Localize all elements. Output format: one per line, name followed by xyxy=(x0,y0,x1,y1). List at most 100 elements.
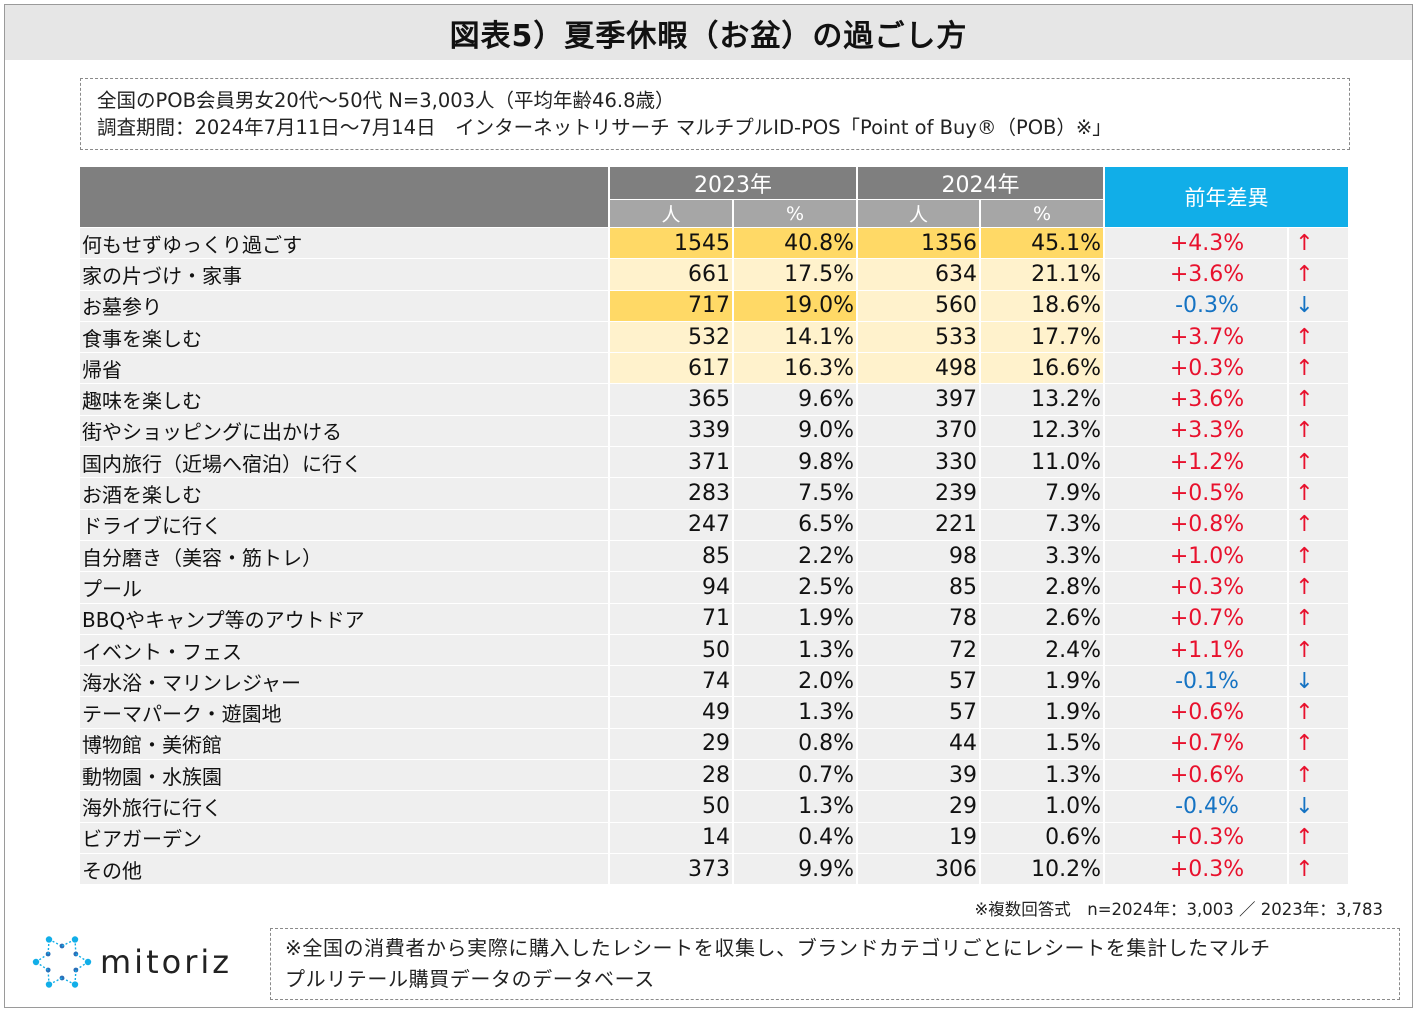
table-row: 帰省 617 16.3% 498 16.6% +0.3% ↑ xyxy=(80,353,1350,385)
row-label: 帰省 xyxy=(80,353,610,385)
percent-2024: 1.5% xyxy=(981,728,1105,761)
header-people-2024: 人 xyxy=(858,200,981,228)
trend-arrow-icon: ↑ xyxy=(1289,259,1350,291)
logo-line xyxy=(75,953,89,963)
table-row: BBQやキャンプ等のアウトドア 71 1.9% 78 2.6% +0.7% ↑ xyxy=(80,603,1350,635)
percent-2023: 9.9% xyxy=(734,853,858,886)
header-row-years: 2023年 2024年 前年差異 xyxy=(80,167,1350,228)
header-percent-2023: % xyxy=(734,200,858,228)
table-row: 博物館・美術館 29 0.8% 44 1.5% +0.7% ↑ xyxy=(80,728,1350,761)
table-row: 何もせずゆっくり過ごす 1545 40.8% 1356 45.1% +4.3% ↑ xyxy=(80,228,1350,260)
diff-value: +1.0% xyxy=(1105,540,1289,573)
count-2023: 661 xyxy=(610,259,734,291)
percent-2024: 3.3% xyxy=(981,540,1105,573)
percent-2023: 9.6% xyxy=(734,384,858,416)
source-note-line1: ※全国の消費者から実際に購入したレシートを収集し、ブランドカテゴリごとにレシート… xyxy=(285,936,1271,960)
trend-arrow-icon: ↑ xyxy=(1289,353,1350,385)
table-row: テーマパーク・遊園地 49 1.3% 57 1.9% +0.6% ↑ xyxy=(80,697,1350,729)
trend-arrow-icon: ↓ xyxy=(1289,791,1350,823)
count-2023: 49 xyxy=(610,697,734,729)
row-label: テーマパーク・遊園地 xyxy=(80,697,610,729)
percent-2023: 7.5% xyxy=(734,478,858,510)
count-2024: 498 xyxy=(858,353,981,385)
count-2023: 50 xyxy=(610,791,734,823)
count-2023: 617 xyxy=(610,353,734,385)
table-row: 海外旅行に行く 50 1.3% 29 1.0% -0.4% ↓ xyxy=(80,791,1350,823)
percent-2024: 16.6% xyxy=(981,353,1105,385)
table-row: 自分磨き（美容・筋トレ） 85 2.2% 98 3.3% +1.0% ↑ xyxy=(80,540,1350,573)
diff-value: +3.3% xyxy=(1105,415,1289,448)
count-2024: 72 xyxy=(858,634,981,667)
count-2023: 71 xyxy=(610,603,734,635)
diff-value: +0.3% xyxy=(1105,822,1289,854)
survey-info-line1: 全国のPOB会員男女20代〜50代 N=3,003人（平均年齢46.8歳） xyxy=(97,89,675,112)
count-2024: 397 xyxy=(858,384,981,416)
figure-title: 図表5）夏季休暇（お盆）の過ごし方 xyxy=(5,5,1412,60)
count-2024: 634 xyxy=(858,259,981,291)
results-table: 2023年 2024年 前年差異 人 % 人 % 何もせずゆっくり過ごす 1545… xyxy=(80,167,1350,886)
row-label: ドライブに行く xyxy=(80,509,610,541)
count-2023: 247 xyxy=(610,509,734,541)
header-year-2024: 2024年 xyxy=(858,167,1105,200)
survey-info-line2: 調査期間：2024年7月11日〜7月14日 インターネットリサーチ マルチプルI… xyxy=(97,116,1112,139)
table-row: ドライブに行く 247 6.5% 221 7.3% +0.8% ↑ xyxy=(80,509,1350,541)
table-row: 趣味を楽しむ 365 9.6% 397 13.2% +3.6% ↑ xyxy=(80,384,1350,416)
logo-dot xyxy=(32,958,40,966)
logo-dot xyxy=(71,981,79,988)
diff-value: +0.8% xyxy=(1105,509,1289,541)
logo-line xyxy=(61,977,76,986)
count-2024: 560 xyxy=(858,290,981,322)
count-2023: 85 xyxy=(610,540,734,573)
percent-2023: 6.5% xyxy=(734,509,858,541)
percent-2024: 21.1% xyxy=(981,259,1105,291)
diff-value: -0.4% xyxy=(1105,791,1289,823)
count-2023: 365 xyxy=(610,384,734,416)
percent-2023: 16.3% xyxy=(734,353,858,385)
starburst-logo-icon xyxy=(32,936,92,988)
count-2023: 29 xyxy=(610,728,734,761)
percent-2024: 2.6% xyxy=(981,603,1105,635)
trend-arrow-icon: ↑ xyxy=(1289,321,1350,354)
row-label: 何もせずゆっくり過ごす xyxy=(80,228,610,260)
mitoriz-logo: mitoriz xyxy=(30,930,250,994)
row-label: 博物館・美術館 xyxy=(80,728,610,761)
count-2024: 39 xyxy=(858,760,981,792)
percent-2024: 1.3% xyxy=(981,760,1105,792)
percent-2023: 1.9% xyxy=(734,603,858,635)
count-2023: 532 xyxy=(610,321,734,354)
row-label: 海水浴・マリンレジャー xyxy=(80,666,610,698)
trend-arrow-icon: ↑ xyxy=(1289,603,1350,635)
count-2023: 717 xyxy=(610,290,734,322)
count-2023: 94 xyxy=(610,572,734,604)
trend-arrow-icon: ↑ xyxy=(1289,760,1350,792)
percent-2024: 11.0% xyxy=(981,447,1105,479)
percent-2024: 18.6% xyxy=(981,290,1105,322)
diff-value: +0.5% xyxy=(1105,478,1289,510)
percent-2023: 2.5% xyxy=(734,572,858,604)
row-label: プール xyxy=(80,572,610,604)
trend-arrow-icon: ↓ xyxy=(1289,290,1350,322)
table-row: 食事を楽しむ 532 14.1% 533 17.7% +3.7% ↑ xyxy=(80,321,1350,354)
percent-2024: 1.9% xyxy=(981,666,1105,698)
percent-2023: 14.1% xyxy=(734,321,858,354)
trend-arrow-icon: ↑ xyxy=(1289,384,1350,416)
table-row: お酒を楽しむ 283 7.5% 239 7.9% +0.5% ↑ xyxy=(80,478,1350,510)
row-label: 国内旅行（近場へ宿泊）に行く xyxy=(80,447,610,479)
percent-2023: 0.4% xyxy=(734,822,858,854)
row-label: 街やショッピングに出かける xyxy=(80,415,610,448)
percent-2023: 2.2% xyxy=(734,540,858,573)
count-2023: 283 xyxy=(610,478,734,510)
table-row: お墓参り 717 19.0% 560 18.6% -0.3% ↓ xyxy=(80,290,1350,322)
logo-line xyxy=(47,969,50,985)
logo-line xyxy=(74,939,77,955)
count-2024: 57 xyxy=(858,666,981,698)
trend-arrow-icon: ↓ xyxy=(1289,666,1350,698)
table-row: 動物園・水族園 28 0.7% 39 1.3% +0.6% ↑ xyxy=(80,760,1350,792)
diff-value: +3.6% xyxy=(1105,259,1289,291)
row-label: 自分磨き（美容・筋トレ） xyxy=(80,540,610,573)
count-2023: 28 xyxy=(610,760,734,792)
trend-arrow-icon: ↑ xyxy=(1289,228,1350,260)
count-2024: 221 xyxy=(858,509,981,541)
logo-dot xyxy=(71,936,79,943)
percent-2024: 1.9% xyxy=(981,697,1105,729)
